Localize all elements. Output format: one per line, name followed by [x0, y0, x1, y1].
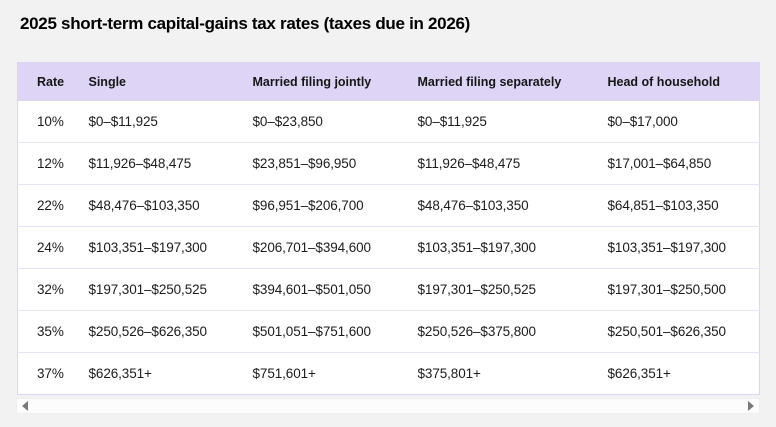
income-range-cell: $197,301–$250,525 [398, 268, 589, 311]
column-header: Married filing jointly [233, 62, 399, 101]
income-range-cell: $197,301–$250,500 [588, 268, 760, 311]
table-header: Rate Single Married filing jointly Married … [17, 62, 760, 101]
income-range-cell: $103,351–$197,300 [69, 226, 234, 269]
income-range-cell: $23,851–$96,950 [233, 142, 399, 185]
income-range-cell: $0–$17,000 [607, 114, 678, 129]
income-range-cell: $11,926–$48,475 [398, 142, 589, 185]
income-range-cell: $64,851–$103,350 [588, 184, 760, 227]
table-row: 35% $250,526–$626,350 $501,051–$751,600 $25… [17, 310, 760, 353]
table-row: 37% $626,351+ $751,601+ $375,801+ $626,351+ [17, 352, 760, 395]
income-range-cell: $375,801+ [398, 352, 589, 395]
table-row: 24% $103,351–$197,300 $206,701–$394,600 $10… [17, 226, 760, 269]
rate-cell: 35% [17, 310, 70, 353]
income-range-cell: $48,476–$103,350 [69, 184, 234, 227]
triangle-right-icon [748, 401, 754, 411]
table-row: 10% $0–$11,925 $0–$23,850 $0–$11,925 $0–$17,… [17, 100, 760, 143]
rate-cell: 10% [37, 114, 64, 129]
income-range-cell: $103,351–$197,300 [398, 226, 589, 269]
income-range-cell: $48,476–$103,350 [398, 184, 589, 227]
triangle-left-icon [22, 401, 28, 411]
income-range-cell: $206,701–$394,600 [233, 226, 399, 269]
scroll-right-button[interactable] [743, 399, 759, 413]
income-range-cell: $394,601–$501,050 [233, 268, 399, 311]
income-range-cell: $0–$11,925 [88, 114, 158, 129]
column-header: Single [69, 62, 234, 101]
table-header-row: Rate Single Married filing jointly Married … [17, 62, 760, 101]
rate-cell: 22% [17, 184, 70, 227]
rate-cell: 37% [17, 352, 70, 395]
table-row: 12% $11,926–$48,475 $23,851–$96,950 $11,926… [17, 142, 760, 185]
income-range-cell: $250,526–$375,800 [398, 310, 589, 353]
income-range-cell: $250,526–$626,350 [69, 310, 234, 353]
tax-rates-table: Rate Single Married filing jointly Married … [17, 62, 760, 395]
scrollbar-track[interactable] [33, 399, 743, 413]
income-range-cell: $250,501–$626,350 [588, 310, 760, 353]
income-range-cell: $0–$11,925 [417, 114, 487, 129]
scroll-left-button[interactable] [17, 399, 33, 413]
table-body: 10% $0–$11,925 $0–$23,850 $0–$11,925 $0–$17,… [17, 100, 760, 395]
income-range-cell: $751,601+ [233, 352, 399, 395]
column-header: Rate [17, 62, 70, 101]
income-range-cell: $626,351+ [69, 352, 234, 395]
income-range-cell: $11,926–$48,475 [69, 142, 234, 185]
income-range-cell: $103,351–$197,300 [588, 226, 760, 269]
income-range-cell: $501,051–$751,600 [233, 310, 399, 353]
income-range-cell: $96,951–$206,700 [233, 184, 399, 227]
income-range-cell: $17,001–$64,850 [588, 142, 760, 185]
rate-cell: 32% [17, 268, 70, 311]
rate-cell: 24% [17, 226, 70, 269]
column-header: Head of household [588, 62, 760, 101]
column-header: Married filing separately [398, 62, 589, 101]
income-range-cell: $626,351+ [588, 352, 760, 395]
income-range-cell: $197,301–$250,525 [69, 268, 234, 311]
horizontal-scrollbar[interactable] [16, 398, 760, 414]
rate-cell: 12% [17, 142, 70, 185]
table-row: 22% $48,476–$103,350 $96,951–$206,700 $48,4… [17, 184, 760, 227]
income-range-cell: $0–$23,850 [252, 114, 323, 129]
page-title: 2025 short-term capital-gains tax rates … [20, 14, 470, 33]
table-row: 32% $197,301–$250,525 $394,601–$501,050 $19… [17, 268, 760, 311]
